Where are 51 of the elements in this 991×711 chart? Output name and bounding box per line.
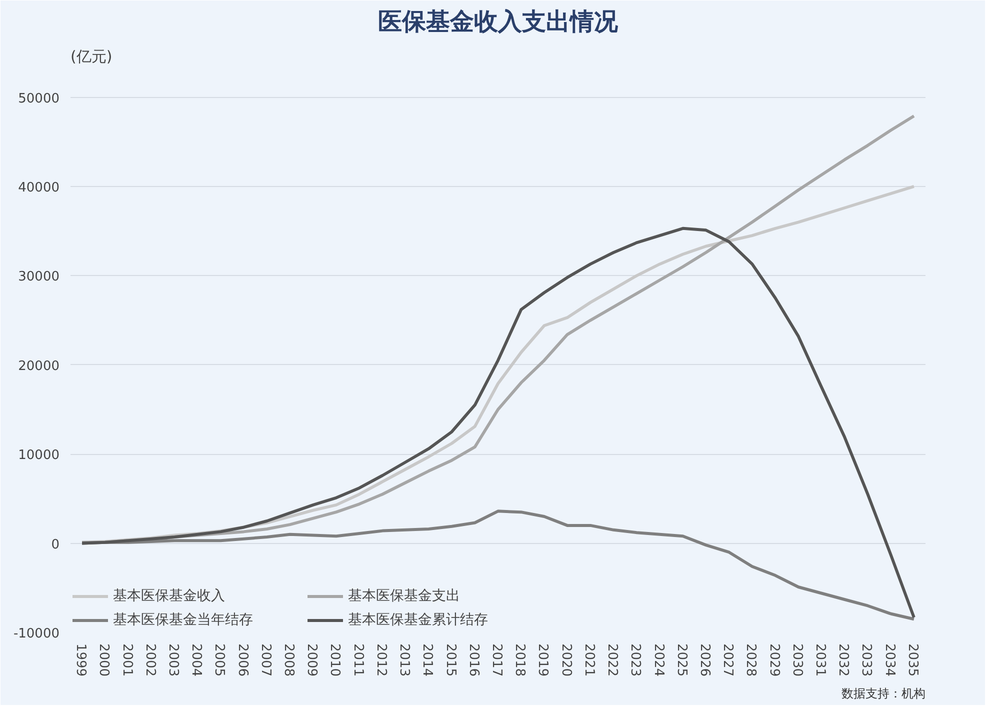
- x-tick-label: 1999: [73, 644, 88, 677]
- x-tick-label: 2017: [489, 644, 504, 677]
- x-tick-label: 2004: [188, 644, 204, 677]
- x-tick-label: 2035: [904, 644, 920, 677]
- x-tick-label: 2015: [442, 644, 458, 677]
- x-tick-label: 2018: [512, 644, 528, 677]
- x-tick-label: 2005: [212, 644, 227, 677]
- x-tick-label: 2014: [420, 644, 435, 677]
- y-tick-label: -10000: [13, 626, 60, 642]
- x-tick-label: 2019: [535, 644, 550, 677]
- x-tick-label: 2010: [327, 644, 342, 677]
- x-tick-label: 2002: [142, 644, 158, 677]
- x-tick-label: 2024: [650, 644, 666, 677]
- x-tick-label: 2023: [628, 644, 643, 677]
- x-tick-label: 2027: [720, 644, 736, 677]
- y-tick-label: 30000: [18, 270, 60, 285]
- x-tick-label: 2031: [812, 644, 828, 677]
- x-tick-label: 2033: [858, 644, 874, 677]
- x-tick-label: 2008: [281, 644, 296, 677]
- x-tick-label: 2028: [743, 644, 758, 677]
- x-tick-label: 2006: [234, 644, 250, 677]
- x-tick-label: 2001: [119, 644, 134, 677]
- x-tick-label: 2022: [604, 644, 620, 677]
- y-tick-label: 50000: [18, 91, 60, 106]
- y-tick-label: 0: [51, 537, 60, 552]
- x-tick-label: 2021: [581, 644, 596, 677]
- x-tick-label: 2034: [882, 644, 897, 677]
- x-tick-label: 2020: [558, 644, 574, 677]
- text: 数据支持：机构: [842, 686, 926, 700]
- x-tick-label: 2016: [466, 644, 481, 677]
- y-tick-label: 10000: [18, 448, 60, 464]
- x-tick-label: 2007: [258, 644, 273, 677]
- x-tick-label: 2030: [789, 644, 804, 677]
- x-tick-label: 2025: [674, 644, 689, 677]
- y-tick-label: 20000: [18, 358, 60, 374]
- x-tick-label: 2032: [836, 644, 851, 677]
- legend-label: 基本医保基金支出: [348, 587, 461, 605]
- x-tick-label: 2003: [165, 644, 180, 677]
- x-tick-label: 2009: [304, 644, 320, 677]
- y-axis-title: (亿元): [70, 48, 112, 66]
- y-tick-label: 40000: [18, 180, 60, 196]
- chart-title: 医保基金收入支出情况: [378, 8, 619, 36]
- x-tick-label: 2013: [396, 644, 412, 677]
- legend-label: 基本医保基金累计结存: [348, 611, 489, 629]
- x-tick-label: 2011: [350, 644, 366, 677]
- legend-label: 基本医保基金当年结存: [113, 611, 254, 629]
- x-tick-label: 2000: [96, 644, 112, 677]
- x-tick-label: 2026: [696, 644, 712, 677]
- x-tick-label: 2012: [373, 644, 388, 677]
- legend-label: 基本医保基金收入: [113, 587, 226, 605]
- x-tick-label: 2029: [766, 644, 782, 677]
